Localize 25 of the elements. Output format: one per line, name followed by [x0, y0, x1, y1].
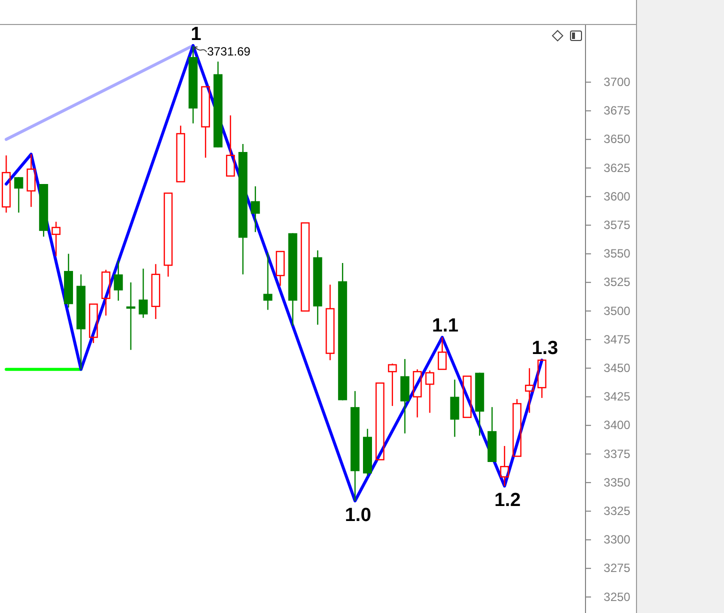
y-tick-label: 3525: [604, 275, 631, 290]
annotation: 1.1: [432, 315, 459, 336]
y-tick-label: 3425: [604, 390, 631, 404]
y-tick-label: 3650: [604, 132, 631, 146]
y-tick-label: 3275: [604, 561, 631, 576]
y-tick-label: 3350: [604, 475, 631, 490]
y-tick-label: 3300: [604, 532, 631, 547]
y-tick-label: 3700: [604, 75, 631, 90]
y-tick-label: 3250: [604, 590, 631, 604]
y-tick-label: 3475: [604, 332, 631, 346]
y-tick-label: 3400: [604, 418, 631, 432]
y-tick-label: 3575: [604, 218, 631, 232]
annotation: 1.2: [494, 490, 521, 512]
text: 3731.69: [207, 44, 250, 58]
y-tick-label: 3325: [604, 504, 631, 518]
annotation: 1: [190, 24, 202, 45]
y-tick-label: 3450: [604, 361, 631, 376]
y-tick-label: 3500: [604, 304, 631, 318]
y-tick-label: 3625: [604, 160, 631, 175]
y-tick-label: 3550: [604, 246, 631, 261]
annotation: 1.3: [532, 338, 558, 360]
annotation: 1.0: [344, 504, 372, 526]
y-tick-label: 3600: [604, 189, 631, 204]
y-tick-label: 3675: [604, 104, 631, 118]
y-tick-label: 3375: [604, 446, 631, 461]
